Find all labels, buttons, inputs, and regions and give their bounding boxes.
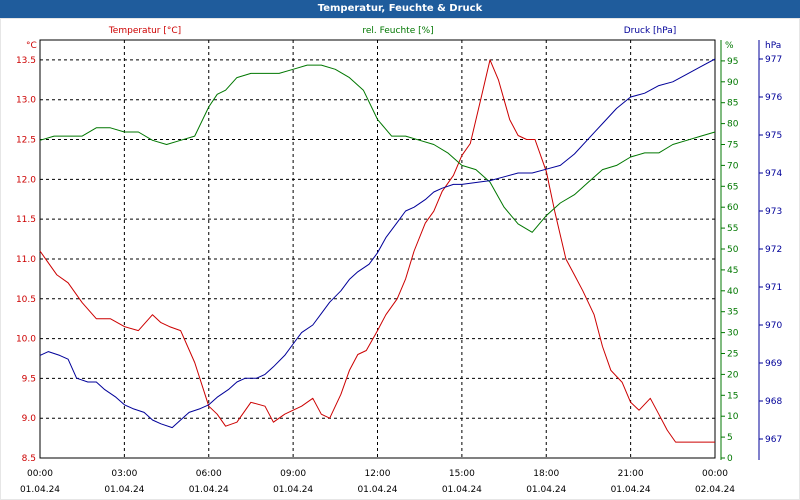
pressure-tick-label: 969 [765,359,782,369]
humidity-tick-label: 50 [727,245,739,255]
temperature-tick-label: 12.5 [16,136,36,146]
temperature-tick-label: 10.5 [16,295,36,305]
humidity-tick-label: 25 [727,350,738,360]
temperature-unit-label: °C [26,41,37,51]
plot-frame [39,39,716,459]
x-tick-time: 09:00 [280,469,306,479]
grid [40,40,715,458]
x-tick-date: 01.04.24 [526,485,566,495]
series-lines [39,58,716,443]
pressure-tick-label: 974 [765,169,782,179]
humidity-tick-label: 15 [727,391,738,401]
humidity-tick-label: 5 [727,433,733,443]
humidity-unit-label: % [725,41,734,51]
pressure-tick-label: 977 [765,55,782,65]
pressure-tick-label: 975 [765,131,782,141]
x-tick-time: 03:00 [111,469,137,479]
humidity-tick-label: 75 [727,141,738,151]
x-tick-time: 21:00 [618,469,644,479]
temperature-tick-label: 13.0 [16,96,36,106]
pressure-tick-label: 970 [765,321,782,331]
temperature-line [39,59,715,443]
temperature-tick-label: 11.5 [16,215,36,225]
chart-title: Temperatur, Feuchte & Druck [0,0,800,18]
pressure-tick-label: 972 [765,245,782,255]
tick-labels: 00:00 01.04.24 03:00 01.04.24 06:00 01.04.24 0… [16,55,782,495]
humidity-tick-label: 90 [727,78,739,88]
pressure-line [39,58,716,429]
x-tick-time: 00:00 [702,469,728,479]
pressure-unit-label: hPa [765,41,781,51]
x-tick-date: 02.04.24 [695,485,735,495]
x-tick-date: 01.04.24 [357,485,397,495]
humidity-tick-label: 55 [727,224,738,234]
pressure-tick-label: 971 [765,283,782,293]
temperature-tick-label: 8.5 [22,454,36,464]
pressure-tick-label: 973 [765,207,782,217]
temperature-tick-label: 13.5 [16,56,36,66]
pressure-tick-label: 976 [765,93,782,103]
humidity-tick-label: 70 [727,161,739,171]
x-tick-date: 01.04.24 [104,485,144,495]
pressure-tick-label: 967 [765,435,782,445]
humidity-tick-label: 35 [727,308,738,318]
x-tick-time: 00:00 [27,469,53,479]
humidity-tick-label: 40 [727,287,739,297]
x-tick-date: 01.04.24 [20,485,60,495]
humidity-tick-label: 60 [727,203,739,213]
temperature-tick-label: 9.0 [22,414,37,424]
humidity-tick-label: 0 [727,454,733,464]
humidity-tick-label: 10 [727,412,739,422]
temperature-tick-label: 10.0 [16,335,36,345]
pressure-tick-label: 968 [765,397,782,407]
temperature-tick-label: 9.5 [22,374,36,384]
humidity-tick-label: 80 [727,120,739,130]
humidity-line [39,64,716,233]
temperature-tick-label: 11.0 [16,255,36,265]
humidity-series-label: rel. Feuchte [%] [362,26,433,36]
x-tick-time: 15:00 [449,469,475,479]
x-tick-time: 12:00 [365,469,391,479]
humidity-tick-label: 95 [727,57,738,67]
humidity-tick-label: 30 [727,329,739,339]
pressure-series-label: Druck [hPa] [624,26,677,36]
humidity-tick-label: 85 [727,99,738,109]
humidity-tick-label: 20 [727,370,739,380]
x-tick-date: 01.04.24 [189,485,229,495]
x-tick-date: 01.04.24 [611,485,651,495]
humidity-tick-label: 65 [727,182,738,192]
x-tick-time: 06:00 [196,469,222,479]
x-tick-date: 01.04.24 [442,485,482,495]
temperature-series-label: Temperatur [°C] [108,26,181,36]
temperature-tick-label: 12.0 [16,175,36,185]
x-tick-date: 01.04.24 [273,485,313,495]
humidity-tick-label: 45 [727,266,738,276]
x-tick-time: 18:00 [533,469,559,479]
